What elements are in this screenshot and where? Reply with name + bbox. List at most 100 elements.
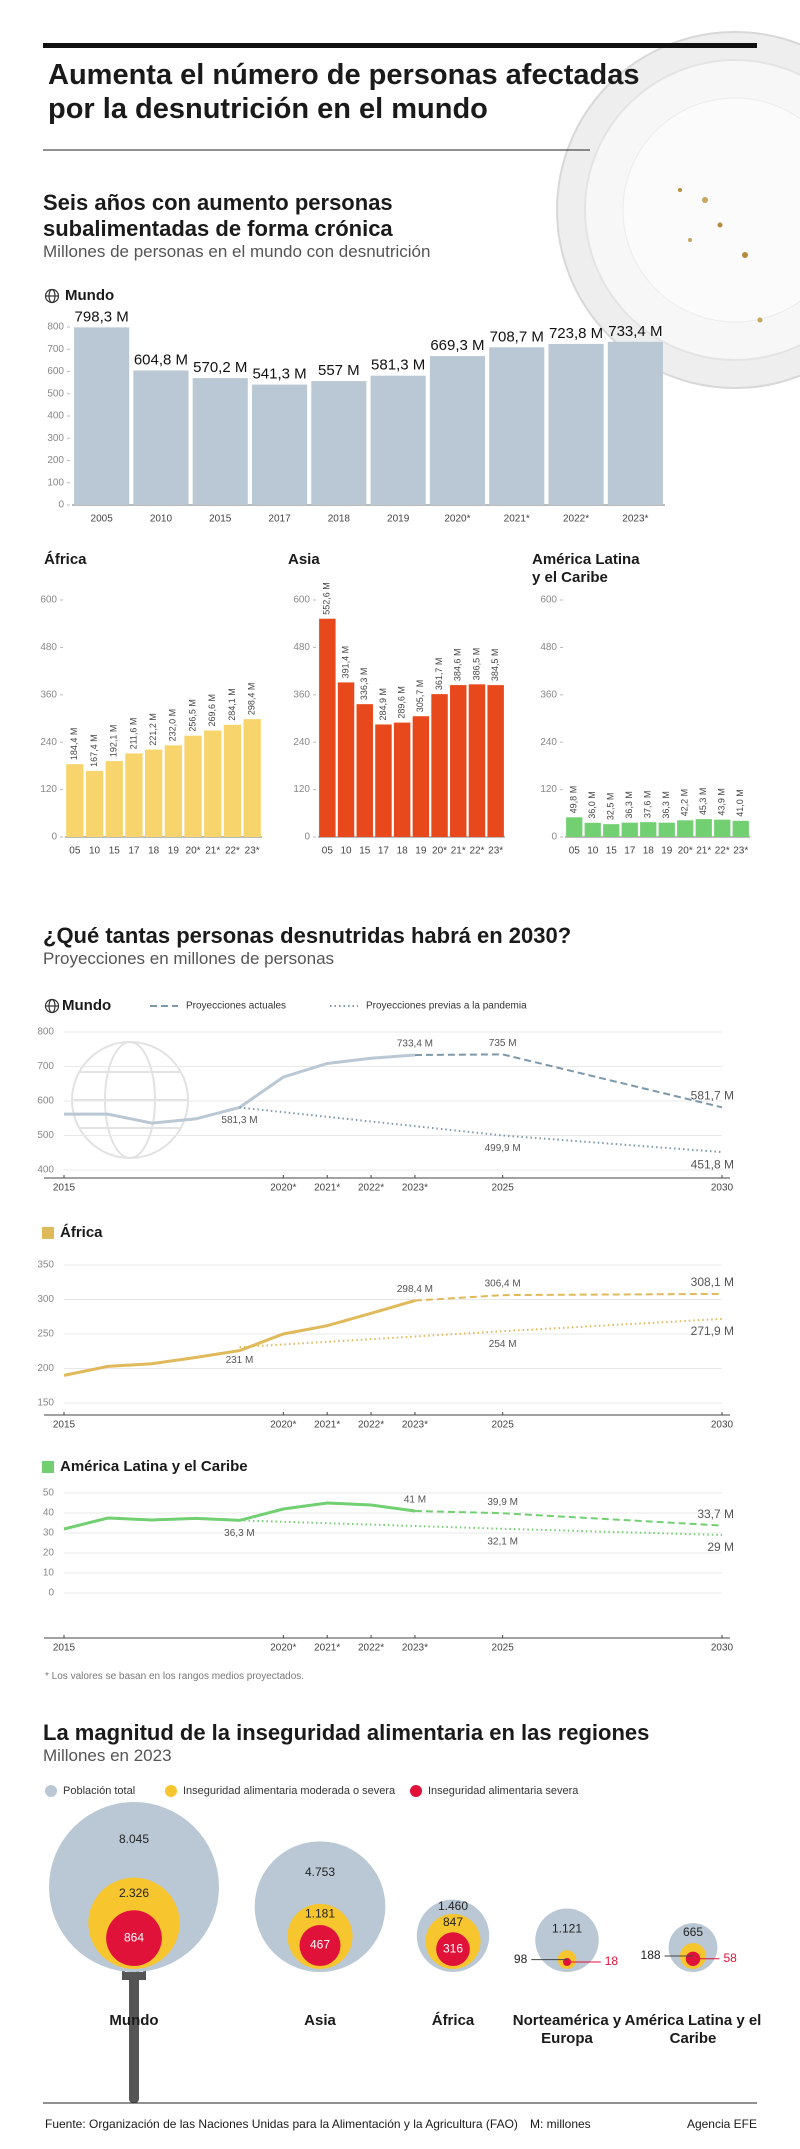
series-line — [63, 1299, 416, 1377]
y-tick-label: 400 — [47, 411, 64, 422]
value-label: 184,4 M — [69, 728, 79, 761]
bar — [640, 822, 657, 837]
bar — [450, 685, 467, 837]
value-label: 298,4 M — [397, 1284, 433, 1295]
x-tick-label: 2022* — [358, 1643, 384, 1654]
value-label: 1.121 — [552, 1922, 582, 1936]
legend-swatch — [42, 1461, 54, 1473]
value-label: 254 M — [489, 1339, 517, 1350]
x-tick-label: 22* — [715, 846, 730, 857]
x-tick-label: 18 — [643, 846, 655, 857]
value-label: 41,0 M — [735, 789, 745, 817]
legend-label: Proyecciones actuales — [186, 1001, 286, 1012]
bar — [319, 618, 336, 837]
bar — [487, 685, 504, 837]
value-label: 735 M — [489, 1038, 517, 1049]
section-title: La magnitud de la inseguridad alimentari… — [43, 1720, 650, 1745]
x-tick-label: 2020* — [270, 1643, 296, 1654]
bar — [192, 378, 248, 505]
value-label: 384,5 M — [490, 649, 500, 682]
y-tick-label: 600 — [47, 366, 64, 377]
value-label: 256,5 M — [187, 699, 197, 732]
y-tick-label: 40 — [43, 1508, 55, 1519]
value-label: 232,0 M — [168, 709, 178, 742]
chart-title: Asia — [288, 551, 320, 568]
value-label: 316 — [443, 1941, 463, 1955]
bar — [431, 694, 448, 837]
y-tick-label: 120 — [40, 784, 57, 795]
bar — [243, 719, 261, 837]
y-tick-label: 20 — [43, 1548, 55, 1559]
legend-swatch — [45, 1785, 57, 1797]
x-tick-label: 17 — [378, 846, 390, 857]
x-tick-label: 23* — [488, 846, 503, 857]
series-line — [239, 1106, 723, 1154]
value-label: 864 — [124, 1930, 144, 1944]
value-label: 32,1 M — [487, 1536, 518, 1547]
bar — [85, 770, 104, 837]
value-label: 8.045 — [119, 1832, 149, 1846]
footer-units: M: millones — [530, 2117, 591, 2131]
y-tick-label: 700 — [37, 1061, 54, 1072]
x-tick-label: 2022* — [358, 1420, 384, 1431]
y-tick-label: 0 — [304, 832, 310, 843]
value-label: 32,5 M — [606, 793, 616, 821]
y-tick-label: 350 — [37, 1260, 54, 1271]
x-tick-label: 10 — [587, 846, 599, 857]
bar — [429, 356, 486, 505]
section-subtitle: Proyecciones en millones de personas — [43, 949, 335, 968]
value-label: 167,4 M — [89, 734, 99, 767]
chart-title: América Latina y el Caribe — [60, 1458, 248, 1475]
x-tick-label: 19 — [661, 846, 673, 857]
bar — [584, 822, 601, 837]
value-label: 4.753 — [305, 1865, 335, 1879]
x-tick-label: 2017 — [268, 514, 291, 525]
y-tick-label: 600 — [540, 595, 557, 606]
value-label: 361,7 M — [434, 658, 444, 691]
bar — [370, 375, 426, 505]
value-label: 231 M — [226, 1355, 254, 1366]
x-tick-label: 2021* — [314, 1420, 340, 1431]
globe-icon — [44, 998, 60, 1014]
x-tick-label: 20* — [678, 846, 693, 857]
value-label: 708,7 M — [490, 328, 544, 345]
y-tick-label: 500 — [37, 1130, 54, 1141]
series-line — [414, 1510, 723, 1527]
y-tick-label: 800 — [37, 1027, 54, 1038]
x-tick-label: 21* — [205, 846, 220, 857]
y-tick-label: 120 — [540, 784, 557, 795]
value-label: 188 — [641, 1948, 661, 1962]
value-label: 306,4 M — [485, 1279, 521, 1290]
x-tick-label: 17 — [624, 846, 636, 857]
x-tick-label: 19 — [168, 846, 180, 857]
value-label: 570,2 M — [193, 359, 247, 376]
legend-label: Inseguridad alimentaria moderada o sever… — [183, 1785, 396, 1797]
x-tick-label: 10 — [340, 846, 352, 857]
y-tick-label: 240 — [293, 737, 310, 748]
category-label: América Latina y el Caribe — [624, 2012, 762, 2047]
value-label: 467 — [310, 1938, 330, 1952]
x-tick-label: 2015 — [53, 1183, 76, 1194]
x-tick-label: 2021* — [314, 1643, 340, 1654]
x-tick-label: 2010 — [150, 514, 173, 525]
chart-title: África — [44, 551, 87, 568]
value-label: 665 — [683, 1925, 703, 1939]
plate — [556, 31, 800, 389]
x-tick-label: 05 — [569, 846, 581, 857]
y-tick-label: 600 — [40, 595, 57, 606]
value-label: 284,1 M — [227, 688, 237, 721]
y-tick-label: 300 — [37, 1294, 54, 1305]
x-tick-label: 2023* — [402, 1643, 428, 1654]
value-label: 2.326 — [119, 1886, 149, 1900]
value-label: 39,9 M — [487, 1497, 518, 1508]
bar — [356, 704, 373, 837]
bar — [133, 370, 189, 505]
value-label: 733,4 M — [608, 323, 662, 340]
bar — [714, 819, 731, 837]
x-tick-label: 05 — [69, 846, 81, 857]
x-tick-label: 2025 — [492, 1643, 515, 1654]
value-label: 36,3 M — [661, 791, 671, 819]
series-line — [239, 1317, 723, 1349]
bar — [566, 817, 583, 837]
